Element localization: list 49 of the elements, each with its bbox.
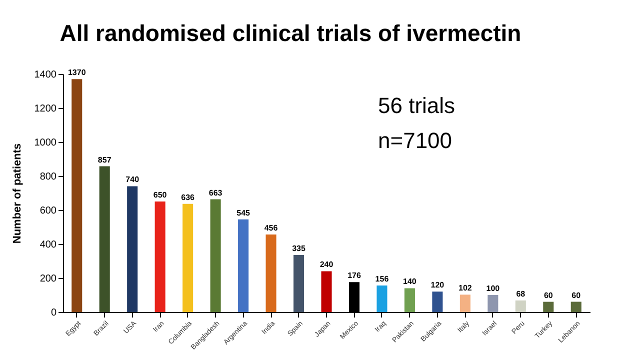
data-label: 156 xyxy=(375,274,390,284)
data-label: 663 xyxy=(208,188,223,198)
bar xyxy=(266,234,276,312)
data-label: 60 xyxy=(544,290,554,300)
bar xyxy=(460,294,470,312)
bar xyxy=(127,186,138,312)
data-label: 857 xyxy=(98,155,112,164)
data-label: 68 xyxy=(516,289,526,298)
bar xyxy=(182,204,194,312)
y-tick-label: 400 xyxy=(40,240,57,250)
data-label: 140 xyxy=(403,277,417,286)
data-label: 636 xyxy=(181,192,196,202)
y-tick-label: 800 xyxy=(40,172,57,182)
data-label: 740 xyxy=(126,175,140,184)
y-tick-label: 0 xyxy=(50,308,57,318)
bar xyxy=(404,288,415,312)
bar xyxy=(432,292,443,312)
y-tick-label: 1000 xyxy=(34,138,57,148)
data-label: 335 xyxy=(292,244,306,254)
bar xyxy=(570,302,582,312)
y-tick-label: 200 xyxy=(40,274,57,284)
y-tick-label: 600 xyxy=(40,206,57,216)
data-label: 176 xyxy=(348,271,362,280)
bar xyxy=(543,302,554,312)
data-label: 60 xyxy=(572,290,582,300)
data-label: 1370 xyxy=(68,68,86,78)
data-label: 100 xyxy=(486,284,500,293)
bar xyxy=(515,300,526,312)
bar xyxy=(210,199,221,312)
bar xyxy=(321,271,332,312)
data-label: 545 xyxy=(236,208,251,218)
y-tick-label: 1200 xyxy=(34,104,57,114)
y-axis-title: Number of patients xyxy=(11,143,24,244)
annotation: n=7100 xyxy=(378,128,452,153)
data-label: 650 xyxy=(153,190,168,200)
bar xyxy=(488,295,498,312)
data-label: 102 xyxy=(458,284,472,293)
data-label: 240 xyxy=(320,260,334,270)
bar xyxy=(72,79,82,312)
bar xyxy=(293,255,304,312)
y-tick-label: 1400 xyxy=(34,70,57,80)
bar xyxy=(99,166,110,312)
chart-title: All randomised clinical trials of ivermectin xyxy=(60,20,522,46)
data-label: 456 xyxy=(264,223,278,232)
data-label: 120 xyxy=(430,280,445,290)
annotation: 56 trials xyxy=(378,93,456,118)
bar xyxy=(154,202,166,312)
bar xyxy=(238,219,249,312)
bar xyxy=(376,285,388,312)
